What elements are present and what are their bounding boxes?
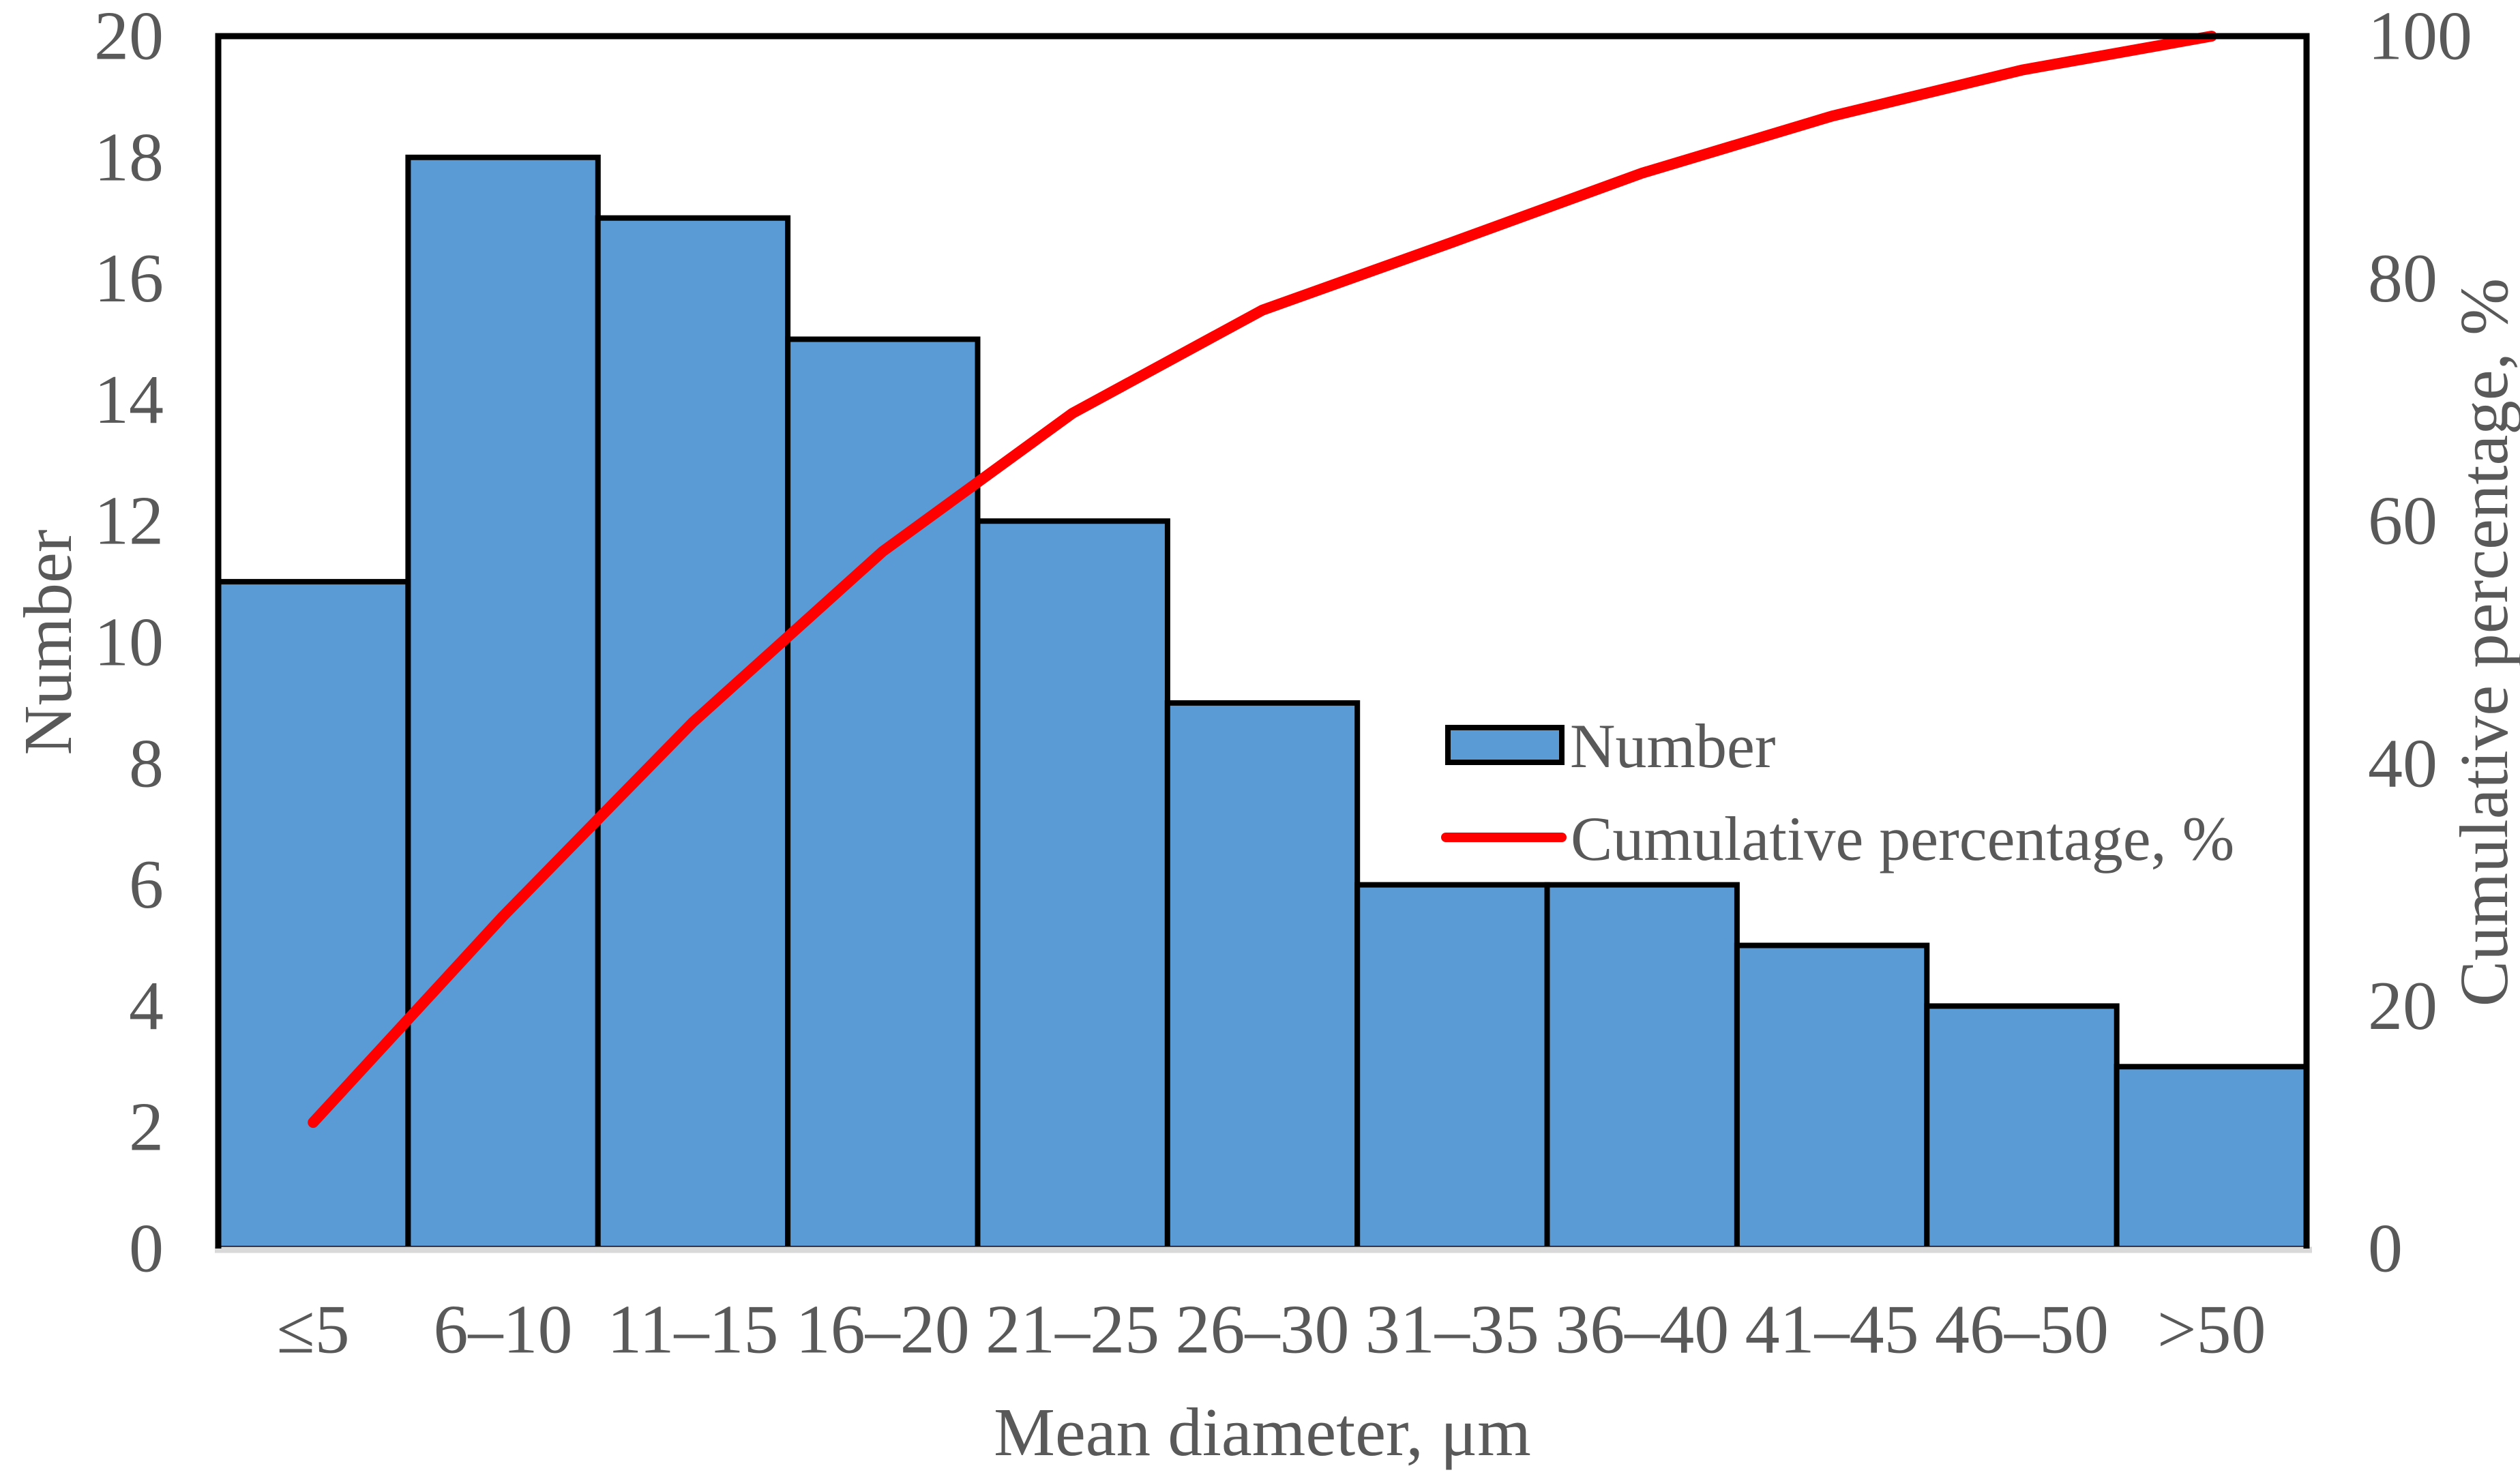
cumulative-line xyxy=(308,31,2217,1129)
legend-line-label: Cumulative percentage, % xyxy=(1571,804,2234,873)
bar-6–10 xyxy=(405,154,601,1251)
right-y-tick-label: 20 xyxy=(2368,968,2437,1045)
right-y-tick-label: 0 xyxy=(2368,1210,2403,1287)
left-y-tick-label: 4 xyxy=(129,968,164,1045)
plot-frame xyxy=(215,33,2310,1249)
x-tick-label: 26–30 xyxy=(1176,1291,1350,1369)
left-y-tick-label: 10 xyxy=(94,604,164,681)
bar-36–40 xyxy=(1544,882,1740,1251)
left-axis-title: Number xyxy=(10,530,86,756)
x-tick-label: 31–35 xyxy=(1365,1291,1539,1369)
bar-46–50 xyxy=(1924,1003,2120,1252)
bar->50 xyxy=(2114,1064,2310,1252)
x-tick-label: ≤5 xyxy=(277,1291,350,1369)
bar-16–20 xyxy=(785,336,981,1251)
left-y-tick-label: 14 xyxy=(94,361,164,438)
right-y-tick-label: 80 xyxy=(2368,240,2437,317)
x-tick-label: 21–25 xyxy=(985,1291,1159,1369)
bar-11–15 xyxy=(595,215,791,1252)
x-tick-label: 46–50 xyxy=(1935,1291,2109,1369)
x-tick-label: 11–15 xyxy=(607,1291,778,1369)
x-tick-label: 36–40 xyxy=(1555,1291,1729,1369)
left-y-tick-label: 0 xyxy=(129,1210,164,1287)
right-y-tick-label: 40 xyxy=(2368,725,2437,802)
bar-26–30 xyxy=(1164,700,1361,1251)
x-axis-title: Mean diameter, μm xyxy=(994,1394,1531,1470)
x-tick-label: 6–10 xyxy=(434,1291,573,1369)
right-y-tick-label: 100 xyxy=(2368,0,2472,75)
bar-41–45 xyxy=(1734,942,1930,1251)
legend: Number Cumulative percentage, % xyxy=(1441,711,2234,873)
tick-labels-layer: 0 2 4 6 8 10 12 14 16 18 20 0 20 40 60 80 100 ≤5 6–10 11–15… xyxy=(94,0,2472,1369)
left-y-tick-label: 8 xyxy=(129,725,164,802)
legend-bar-swatch xyxy=(1445,725,1565,765)
bar-≤5 xyxy=(216,579,411,1251)
bars-layer xyxy=(216,154,2310,1252)
x-tick-label: 16–20 xyxy=(796,1291,970,1369)
bar-21–25 xyxy=(975,518,1170,1252)
right-y-tick-label: 60 xyxy=(2368,483,2437,560)
x-tick-label: >50 xyxy=(2157,1291,2266,1369)
left-y-tick-label: 16 xyxy=(94,240,164,317)
left-y-tick-label: 6 xyxy=(129,846,164,923)
right-axis-title: Cumulative percentage, % xyxy=(2446,278,2520,1007)
plot-frame-layer xyxy=(215,33,2310,1249)
left-y-tick-label: 20 xyxy=(94,0,164,75)
bar-31–35 xyxy=(1354,882,1550,1251)
cumulative-line-layer xyxy=(308,31,2217,1129)
left-y-tick-label: 12 xyxy=(94,483,164,560)
legend-bar-label: Number xyxy=(1570,711,1775,781)
left-y-tick-label: 2 xyxy=(129,1089,164,1166)
left-y-tick-label: 18 xyxy=(94,119,164,196)
x-tick-label: 41–45 xyxy=(1745,1291,1919,1369)
